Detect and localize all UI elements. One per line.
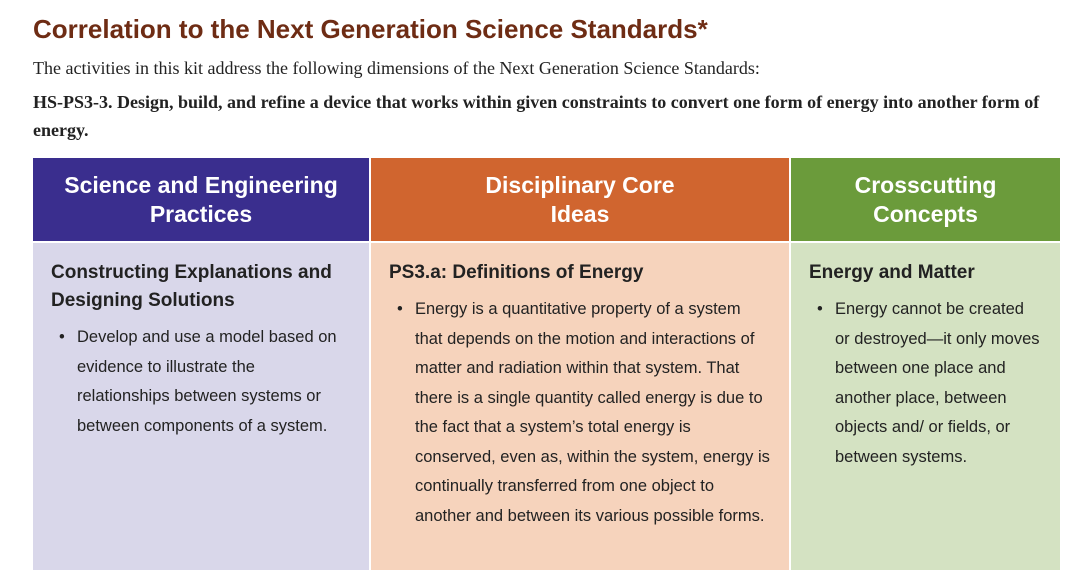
column: Disciplinary Core Ideas PS3.a: Definitio… bbox=[371, 158, 791, 570]
bullet-text: Develop and use a model based on evidenc… bbox=[77, 328, 337, 435]
bullet: • Energy is a quantitative property of a … bbox=[389, 295, 771, 531]
heading-text: Disciplinary Core Ideas bbox=[485, 171, 675, 227]
column-body: Energy and Matter • Energy cannot be crea… bbox=[791, 243, 1060, 570]
bullet-text: Energy is a quantitative property of a s… bbox=[415, 300, 770, 525]
column-body: Constructing Explanations and Designing … bbox=[33, 243, 369, 570]
bullet: • Energy cannot be created or destroyed—i… bbox=[809, 295, 1042, 472]
heading-text: Crosscutting Concepts bbox=[854, 171, 997, 227]
column: Science and Engineering Practices Constr… bbox=[33, 158, 371, 570]
title: Correlation to the Next Generation Scien… bbox=[33, 14, 708, 44]
column-heading: Disciplinary Core Ideas bbox=[371, 158, 789, 243]
column: Crosscutting Concepts Energy and Matter … bbox=[791, 158, 1060, 570]
standard: HS-PS3-3. Design, build, and refine a de… bbox=[33, 92, 1040, 140]
column-heading: Crosscutting Concepts bbox=[791, 158, 1060, 243]
heading-text: Science and Engineering Practices bbox=[64, 171, 338, 227]
column-body: PS3.a: Definitions of Energy • Energy is … bbox=[371, 243, 789, 570]
subtitle: Constructing Explanations and Designing … bbox=[51, 262, 332, 311]
bullet-text: Energy cannot be created or destroyed—it… bbox=[835, 300, 1040, 466]
intro: The activities in this kit address the f… bbox=[33, 58, 760, 78]
standards-table: Science and Engineering Practices Constr… bbox=[33, 158, 1060, 570]
subtitle: Energy and Matter bbox=[809, 262, 975, 283]
subtitle: PS3.a: Definitions of Energy bbox=[389, 262, 644, 283]
column-heading: Science and Engineering Practices bbox=[33, 158, 369, 243]
bullet: • Develop and use a model based on eviden… bbox=[51, 323, 351, 441]
